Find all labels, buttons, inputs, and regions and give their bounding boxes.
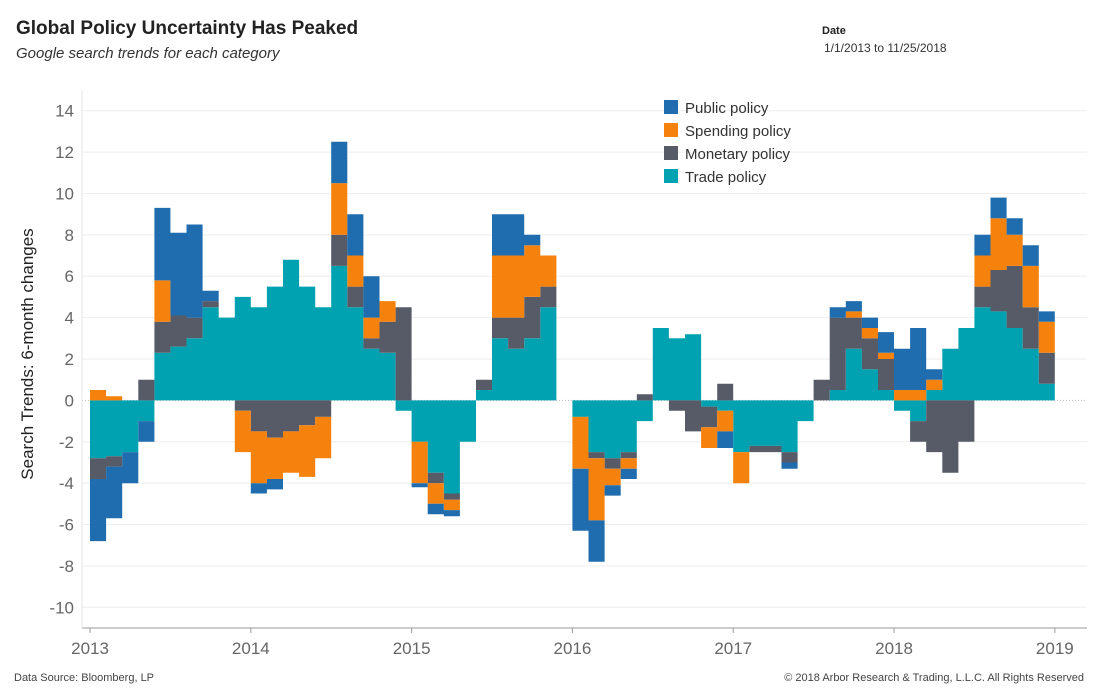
date-filter-value[interactable]: 1/1/2013 to 11/25/2018 <box>824 41 947 55</box>
legend: Public policy Spending policy Monetary pol… <box>664 100 791 186</box>
legend-swatch <box>664 169 678 183</box>
series-area-trade-policy[interactable] <box>90 259 1055 494</box>
y-tick-label: -6 <box>59 516 74 535</box>
y-tick-label: 2 <box>65 350 74 369</box>
y-tick-label: -2 <box>59 433 74 452</box>
copyright-note: © 2018 Arbor Research & Trading, L.L.C. … <box>784 672 1084 684</box>
legend-swatch <box>664 123 678 137</box>
series-areas <box>90 141 1055 562</box>
x-tick-label: 2013 <box>71 639 109 658</box>
x-tick-label: 2014 <box>232 639 270 658</box>
data-source-note: Data Source: Bloomberg, LP <box>14 672 155 684</box>
x-tick-label: 2017 <box>714 639 752 658</box>
series-area-spending-policy[interactable] <box>90 183 1055 521</box>
legend-swatch <box>664 146 678 160</box>
stacked-area-chart: 14 12 10 8 6 4 2 0 -2 -4 -6 -8 -10 2013 2014 2015 2016 20… <box>18 90 1087 658</box>
x-tick-label: 2019 <box>1036 639 1074 658</box>
y-axis-title: Search Trends: 6-month changes <box>18 228 37 479</box>
y-tick-label: 4 <box>65 309 74 328</box>
x-tick-label: 2016 <box>554 639 592 658</box>
legend-swatch <box>664 100 678 114</box>
legend-label: Trade policy <box>685 169 767 186</box>
legend-label: Public policy <box>685 100 769 117</box>
axes: 14 12 10 8 6 4 2 0 -2 -4 -6 -8 -10 2013 2014 2015 2016 20… <box>18 90 1087 658</box>
y-tick-label: 12 <box>55 143 74 162</box>
x-tick-label: 2018 <box>875 639 913 658</box>
date-filter-label: Date <box>822 25 846 37</box>
y-tick-label: 14 <box>55 102 74 121</box>
y-tick-label: 8 <box>65 226 74 245</box>
y-tick-label: -10 <box>49 598 74 617</box>
chart-title: Global Policy Uncertainty Has Peaked <box>16 18 359 39</box>
series-area-public-policy[interactable] <box>90 141 1055 562</box>
y-tick-label: 0 <box>65 391 74 410</box>
y-tick-label: 6 <box>65 267 74 286</box>
legend-label: Monetary policy <box>685 146 791 163</box>
y-tick-label: -8 <box>59 557 74 576</box>
chart-subtitle: Google search trends for each category <box>16 45 280 62</box>
legend-label: Spending policy <box>685 123 791 140</box>
y-tick-label: -4 <box>59 474 74 493</box>
x-tick-label: 2015 <box>393 639 431 658</box>
y-tick-label: 10 <box>55 184 74 203</box>
